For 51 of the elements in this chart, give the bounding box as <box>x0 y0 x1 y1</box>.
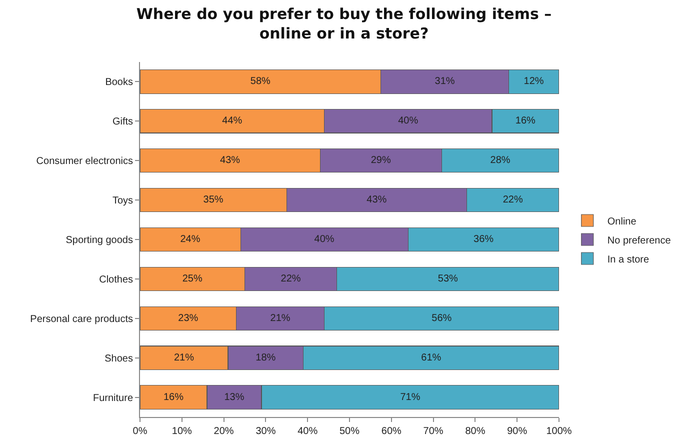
data-label: 22% <box>502 194 523 206</box>
data-label: 25% <box>182 273 202 284</box>
y-tick-label: Shoes <box>104 353 133 364</box>
x-tick-label: 0% <box>132 426 148 437</box>
x-tick-label: 60% <box>381 426 402 437</box>
data-label: 53% <box>438 273 458 284</box>
data-label: 43% <box>220 155 240 166</box>
x-tick-label: 100% <box>546 426 572 437</box>
data-label: 21% <box>270 312 290 324</box>
data-label: 18% <box>256 352 276 364</box>
data-label: 31% <box>434 76 455 88</box>
data-label: 16% <box>515 116 536 127</box>
data-label: 40% <box>314 234 334 245</box>
x-tick-label: 80% <box>465 426 486 437</box>
x-tick-label: 90% <box>507 426 528 437</box>
data-label: 12% <box>524 76 544 88</box>
data-label: 71% <box>400 392 420 403</box>
x-tick-label: 10% <box>172 426 192 437</box>
chart-title: Where do you prefer to buy the following items – online or in a store? <box>136 4 552 42</box>
legend-label: No preference <box>607 235 672 246</box>
data-label: 24% <box>180 234 200 245</box>
legend-label: Online <box>607 216 637 228</box>
y-tick-label: Personal care products <box>30 314 133 325</box>
data-label: 40% <box>398 116 418 127</box>
data-label: 56% <box>432 312 452 324</box>
data-label: 36% <box>474 234 494 245</box>
data-label: 21% <box>174 352 194 364</box>
data-label: 13% <box>224 392 244 403</box>
x-tick-label: 20% <box>214 426 234 437</box>
x-tick-label: 40% <box>298 426 318 437</box>
x-tick-label: 70% <box>423 426 444 437</box>
y-tick-label: Consumer electronics <box>36 156 133 168</box>
y-tick-label: Sporting goods <box>66 235 133 246</box>
data-label: 22% <box>280 273 301 284</box>
y-tick-label: Toys <box>112 196 133 207</box>
data-label: 16% <box>163 392 184 403</box>
x-tick-label: 30% <box>256 426 276 437</box>
y-tick-label: Books <box>105 77 133 88</box>
x-tick-label: 50% <box>339 426 360 437</box>
y-tick-label: Gifts <box>112 116 133 128</box>
y-tick-label: Clothes <box>99 274 133 286</box>
data-label: 44% <box>222 116 242 127</box>
legend-label: In a store <box>607 254 650 266</box>
data-label: 58% <box>250 76 271 88</box>
data-label: 23% <box>178 312 198 324</box>
data-label: 43% <box>366 194 387 206</box>
data-label: 28% <box>490 155 510 166</box>
data-label: 35% <box>203 194 224 206</box>
data-label: 61% <box>421 352 442 364</box>
y-tick-label: Furniture <box>92 392 134 404</box>
data-label: 29% <box>370 155 391 166</box>
